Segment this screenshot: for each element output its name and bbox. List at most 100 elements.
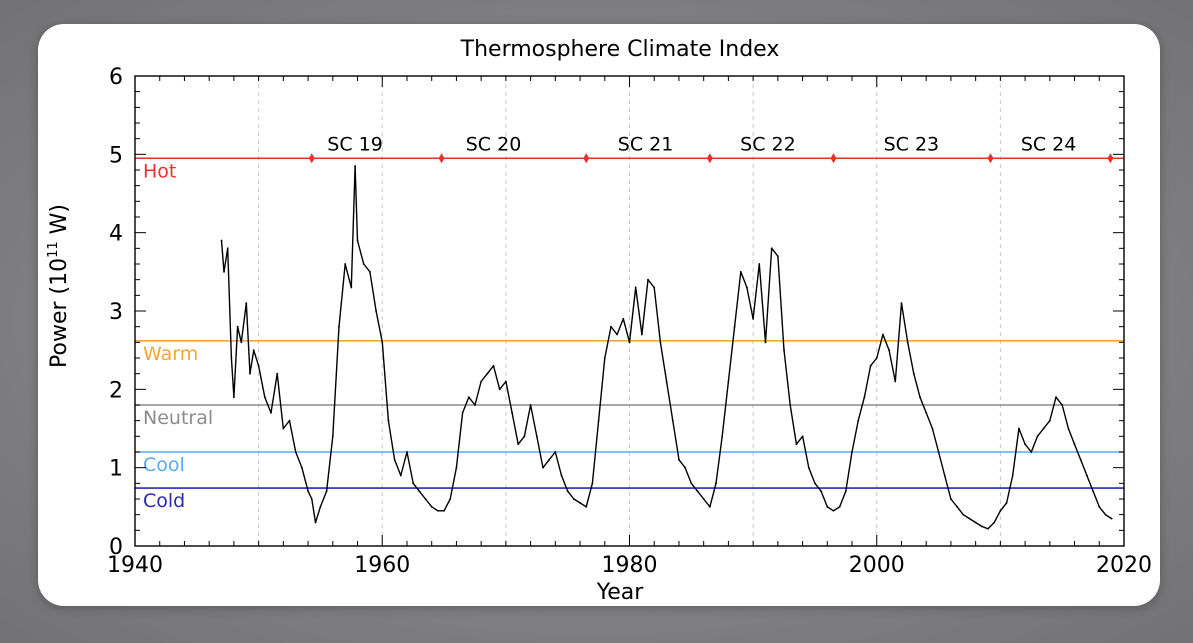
tci-data-point — [310, 498, 313, 500]
tci-data-point — [869, 364, 872, 367]
y-tick-label: 4 — [109, 222, 123, 247]
tci-data-point — [319, 505, 322, 508]
tci-data-point — [795, 443, 798, 446]
solar-cycle-markers: SC 19 SC 20 SC 21 SC 22 SC 23 SC 24 — [308, 133, 1114, 164]
tci-data-point — [603, 357, 606, 359]
tci-data-point — [1079, 458, 1082, 461]
tci-data-point — [270, 411, 272, 414]
tci-data-point — [220, 239, 223, 242]
tci-data-point — [368, 270, 371, 273]
y-tick-label: 1 — [109, 457, 123, 482]
tci-data-point — [622, 317, 625, 320]
cycle-boundary-marker — [308, 153, 315, 164]
tci-data-point — [937, 451, 940, 453]
tci-data-point — [980, 525, 983, 528]
tci-data-point — [684, 466, 687, 469]
tci-data-point — [257, 364, 260, 367]
tci-data-point — [350, 286, 353, 289]
tci-data-point — [696, 490, 699, 493]
tci-data-point — [746, 286, 748, 289]
tci-data-point — [1098, 505, 1101, 508]
tci-data-point — [362, 263, 365, 265]
tci-data-point — [300, 466, 303, 469]
tci-data-point — [783, 349, 785, 352]
tci-data-point — [406, 451, 408, 453]
tci-data-point — [739, 270, 742, 273]
tci-data-point — [1092, 490, 1094, 493]
tci-data-point — [591, 482, 594, 485]
tci-data-point — [1018, 427, 1020, 430]
cycle-label: SC 21 — [618, 133, 674, 155]
tci-data-point — [436, 509, 439, 512]
tci-data-point — [647, 278, 649, 281]
tci-data-point — [474, 404, 476, 406]
tci-data-point — [399, 474, 402, 477]
tci-data-point — [252, 349, 255, 352]
tci-data-point — [230, 357, 233, 359]
tci-data-point — [294, 451, 297, 453]
tci-data-point — [529, 404, 532, 406]
tci-data-point — [1055, 396, 1057, 399]
tci-data-point — [282, 427, 285, 430]
tci-data-point — [888, 349, 891, 352]
cycle-boundary-marker — [438, 153, 445, 164]
tci-data-point — [758, 263, 761, 265]
tci-data-point — [418, 490, 421, 493]
tci-data-point — [356, 239, 359, 242]
tci-data-point — [912, 372, 915, 375]
cycle-boundary-marker — [706, 153, 713, 164]
y-tick-label: 6 — [109, 65, 123, 90]
tci-data-point — [919, 396, 921, 399]
cycle-boundary-marker — [987, 153, 994, 164]
tci-data-point — [999, 509, 1002, 512]
tci-data-point — [1073, 443, 1076, 446]
tci-data-point — [276, 372, 279, 375]
tci-data-point — [665, 380, 668, 383]
cycle-boundary-marker — [830, 153, 837, 164]
tci-data-point — [943, 474, 946, 477]
tci-data-point — [715, 482, 717, 485]
cycle-label: SC 24 — [1021, 133, 1077, 155]
tci-data-point — [307, 490, 309, 493]
tci-data-point — [566, 490, 569, 493]
threshold-label: Neutral — [143, 407, 213, 429]
tci-chart: Thermosphere Climate Index Hot Warm Neutra… — [46, 37, 1152, 605]
tci-data-point — [721, 435, 724, 438]
cycle-label: SC 22 — [740, 133, 796, 155]
tci-data-point — [504, 380, 507, 383]
tci-data-point — [857, 419, 860, 422]
tci-data-point — [974, 521, 977, 524]
tci-data-point — [240, 341, 243, 344]
tci-data-point — [486, 372, 489, 375]
tci-data-point — [517, 443, 520, 446]
tci-data-point — [634, 286, 637, 289]
tci-data-point — [424, 498, 427, 500]
tci-data-point — [1042, 427, 1045, 430]
tci-data-point — [925, 411, 928, 414]
tci-data-point — [875, 357, 878, 359]
tci-data-point — [789, 404, 792, 406]
chart-title: Thermosphere Climate Index — [460, 37, 780, 62]
threshold-label: Cold — [143, 490, 185, 512]
x-tick-label: 2000 — [849, 553, 905, 578]
tci-data-point — [480, 380, 483, 383]
tci-data-point — [314, 521, 317, 524]
tci-data-point — [375, 310, 377, 312]
tci-data-point — [1036, 435, 1039, 438]
y-tick-label: 3 — [109, 300, 123, 325]
tci-data-point — [844, 490, 847, 493]
tci-data-point — [956, 505, 959, 508]
tci-data-point — [906, 341, 909, 344]
tci-data-point — [826, 505, 829, 508]
threshold-label: Hot — [143, 160, 176, 182]
grid-layer — [258, 76, 1001, 546]
tci-data-point — [511, 411, 513, 414]
tci-data-point — [344, 263, 347, 265]
tci-data-point — [770, 247, 773, 250]
tci-data-point — [764, 341, 767, 344]
tci-data-point — [776, 255, 779, 258]
tci-data-point — [882, 333, 884, 336]
tci-data-point — [245, 302, 248, 305]
y-axis-title-unit: W) — [47, 204, 72, 241]
tci-data-point — [393, 458, 396, 461]
